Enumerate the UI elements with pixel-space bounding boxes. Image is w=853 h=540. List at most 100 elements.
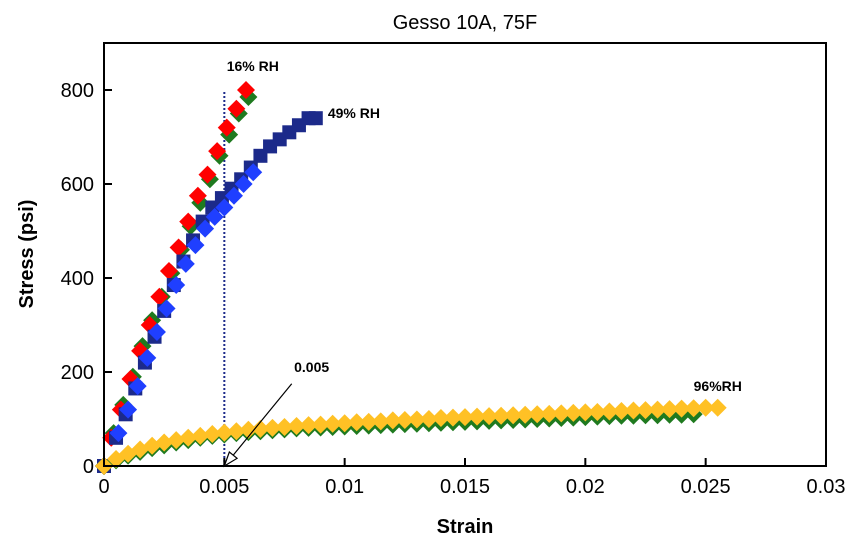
annotation-3: 0.005 (294, 359, 329, 375)
y-tick-label: 800 (61, 80, 94, 102)
x-tick-label: 0.005 (199, 476, 249, 498)
series-5-point-13 (251, 419, 270, 438)
y-tick-label: 600 (61, 174, 94, 196)
series-5-point-40 (576, 403, 595, 422)
series-5-point-21 (347, 413, 366, 432)
series-5-point-24 (383, 411, 402, 430)
series-3-point-4 (138, 348, 157, 367)
series-5 (95, 398, 727, 475)
series-5-point-28 (431, 409, 450, 428)
x-tick-label: 0 (98, 476, 109, 498)
series-2-point-22 (308, 111, 323, 126)
series-5-point-45 (636, 401, 655, 420)
annotation-2: 96%RH (694, 378, 742, 394)
series-5-point-31 (468, 407, 487, 426)
series-3-point-11 (205, 207, 224, 226)
series-5-point-18 (311, 415, 330, 434)
annotation-arrow-head (223, 450, 239, 468)
series-5-point-19 (323, 414, 342, 433)
series-3-point-8 (176, 254, 195, 273)
series-5-point-38 (552, 404, 571, 423)
series-1-point-8 (169, 238, 188, 257)
series-3-point-3 (128, 377, 147, 396)
series-3-point-15 (244, 163, 263, 182)
series-5-point-15 (275, 417, 294, 436)
series-0-point-13 (220, 125, 239, 144)
x-tick-label: 0.025 (681, 476, 731, 498)
series-1-point-7 (159, 261, 178, 280)
series-5-point-39 (564, 403, 583, 422)
series-3-point-5 (147, 323, 166, 342)
series-1-point-15 (236, 81, 255, 99)
y-axis-label: Stress (psi) (16, 200, 38, 309)
annotation-0: 16% RH (227, 58, 279, 74)
axes-layer: 0 0.005 0.01 0.015 0.02 0.025 0.03 0 200 400 600 80… (61, 80, 846, 498)
series-1-point-10 (188, 186, 207, 205)
series-1-point-13 (217, 118, 236, 137)
chart-title: Gesso 10A, 75F (393, 12, 538, 34)
series-3 (95, 163, 263, 475)
series-5-point-36 (528, 405, 547, 424)
series-5-point-41 (588, 402, 607, 421)
x-tick-label: 0.02 (566, 476, 605, 498)
y-tick-label: 200 (61, 362, 94, 384)
series-5-point-14 (263, 418, 282, 437)
series-3-point-13 (224, 186, 243, 205)
x-axis-label: Strain (437, 516, 494, 538)
series-5-point-51 (708, 398, 727, 417)
y-tick-label: 400 (61, 268, 94, 290)
series-1-point-9 (179, 212, 198, 231)
series-2 (97, 111, 323, 473)
series-5-point-16 (287, 417, 306, 436)
series-5-point-10 (215, 423, 234, 442)
series-5-point-43 (612, 402, 631, 421)
series-5-point-49 (684, 399, 703, 418)
series-3-point-14 (234, 175, 253, 193)
series-3-point-6 (157, 299, 176, 318)
annotation-layer: 16% RH 49% RH 96%RH 0.005 (223, 58, 742, 468)
series-1-point-11 (198, 165, 217, 184)
series-5-point-44 (624, 401, 643, 420)
series-5-point-23 (371, 412, 390, 431)
series-5-point-46 (648, 400, 667, 419)
y-tick-label: 0 (83, 456, 94, 478)
series-5-point-37 (540, 404, 559, 423)
series-layer (95, 81, 727, 475)
annotation-1: 49% RH (328, 105, 380, 121)
series-5-point-35 (516, 405, 535, 424)
series-5-point-7 (179, 428, 198, 447)
series-5-point-50 (696, 398, 715, 417)
series-1-point-12 (208, 142, 227, 161)
series-5-point-30 (456, 408, 474, 427)
series-5-point-42 (600, 402, 619, 421)
series-5-point-17 (299, 416, 318, 435)
series-5-point-8 (191, 426, 210, 445)
series-1-point-14 (227, 99, 246, 118)
series-5-point-12 (239, 420, 258, 439)
series-3-point-1 (109, 424, 128, 443)
series-5-point-32 (480, 407, 499, 426)
series-5-point-9 (203, 425, 222, 444)
series-5-point-20 (335, 414, 354, 433)
series-5-point-48 (672, 399, 691, 418)
series-5-point-29 (443, 408, 462, 427)
series-5-point-27 (419, 410, 438, 428)
series-5-point-22 (359, 412, 378, 431)
series-3-point-12 (215, 198, 234, 217)
series-5-point-33 (492, 406, 511, 425)
series-5-point-34 (504, 406, 523, 425)
series-5-point-6 (167, 431, 186, 450)
x-tick-label: 0.015 (440, 476, 490, 498)
series-3-point-10 (196, 219, 215, 238)
x-tick-label: 0.03 (807, 476, 846, 498)
series-3-point-9 (186, 236, 205, 255)
series-5-point-25 (395, 410, 414, 429)
series-1-point-6 (150, 287, 169, 306)
series-3-point-2 (119, 400, 138, 419)
series-5-point-11 (227, 422, 246, 441)
x-tick-label: 0.01 (325, 476, 364, 498)
annotation-arrow-line (223, 383, 293, 467)
series-3-point-7 (167, 276, 186, 295)
series-5-point-5 (155, 433, 174, 452)
